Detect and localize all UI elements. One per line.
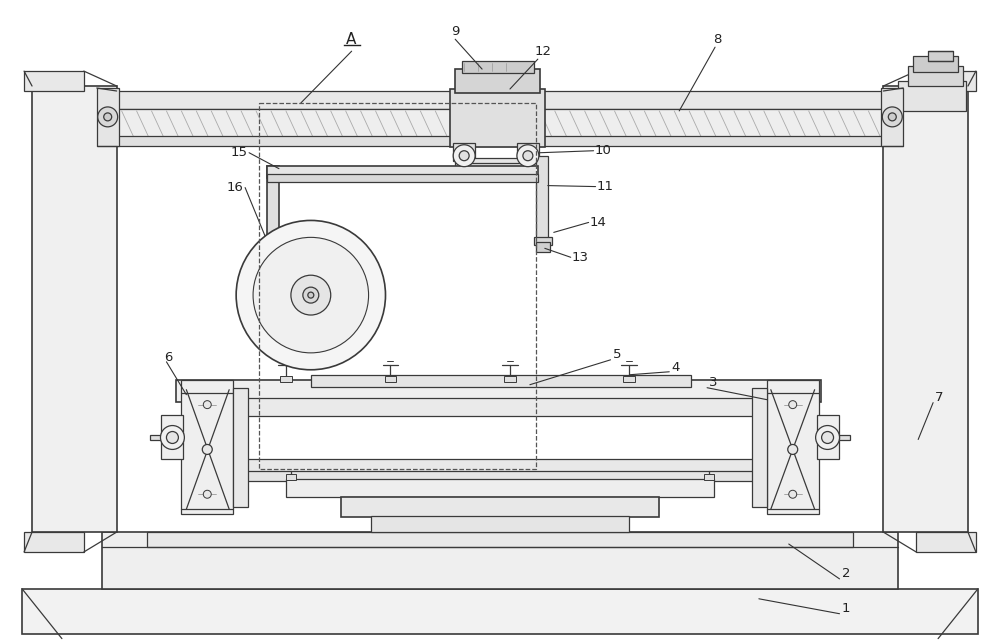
- Bar: [913, 56, 958, 72]
- Bar: [97, 88, 119, 146]
- Text: 1: 1: [842, 603, 850, 615]
- Circle shape: [882, 107, 902, 127]
- Circle shape: [253, 237, 369, 353]
- Bar: [704, 474, 714, 480]
- Bar: [450, 89, 545, 147]
- Text: 9: 9: [451, 25, 459, 38]
- Circle shape: [308, 292, 314, 298]
- Circle shape: [291, 275, 331, 315]
- Bar: [24, 71, 84, 91]
- Bar: [241, 471, 759, 481]
- Bar: [267, 165, 279, 271]
- Bar: [311, 375, 691, 387]
- Text: 4: 4: [671, 362, 680, 374]
- Text: 13: 13: [572, 251, 589, 264]
- Circle shape: [788, 444, 798, 454]
- Bar: [908, 66, 963, 86]
- Bar: [460, 163, 538, 169]
- Bar: [455, 69, 540, 93]
- Bar: [196, 460, 804, 474]
- Circle shape: [459, 151, 469, 161]
- Bar: [817, 415, 839, 460]
- Circle shape: [98, 107, 118, 127]
- Bar: [176, 379, 821, 402]
- Bar: [286, 474, 296, 480]
- Bar: [117, 109, 883, 141]
- Bar: [517, 143, 539, 161]
- Bar: [504, 376, 516, 382]
- Circle shape: [822, 431, 834, 444]
- Bar: [916, 532, 976, 552]
- Circle shape: [202, 444, 212, 454]
- Bar: [181, 379, 233, 514]
- Text: 2: 2: [842, 567, 850, 580]
- Bar: [233, 388, 248, 507]
- Text: 3: 3: [709, 376, 718, 389]
- Bar: [267, 165, 538, 178]
- Bar: [453, 143, 475, 161]
- Text: 5: 5: [613, 348, 621, 362]
- Bar: [752, 388, 767, 507]
- Bar: [767, 379, 819, 514]
- Circle shape: [789, 490, 797, 498]
- Bar: [916, 71, 976, 91]
- Bar: [462, 61, 534, 73]
- Bar: [385, 376, 396, 382]
- Bar: [117, 136, 883, 146]
- Bar: [32, 86, 117, 532]
- Circle shape: [789, 401, 797, 408]
- Bar: [341, 497, 659, 517]
- Bar: [623, 376, 635, 382]
- Circle shape: [203, 401, 211, 408]
- Bar: [267, 174, 538, 181]
- Bar: [279, 281, 295, 287]
- Bar: [117, 91, 883, 109]
- Text: 6: 6: [164, 351, 173, 364]
- Bar: [883, 86, 968, 532]
- Text: 7: 7: [935, 391, 944, 404]
- Circle shape: [453, 145, 475, 167]
- Text: 12: 12: [534, 45, 551, 58]
- Bar: [24, 532, 84, 552]
- Text: 15: 15: [230, 146, 247, 159]
- Bar: [881, 88, 903, 146]
- Bar: [371, 516, 629, 532]
- Circle shape: [303, 287, 319, 303]
- Circle shape: [888, 113, 896, 121]
- Bar: [102, 532, 898, 589]
- Circle shape: [816, 426, 840, 449]
- Circle shape: [236, 221, 385, 370]
- Bar: [147, 532, 853, 547]
- Circle shape: [166, 431, 178, 444]
- Bar: [839, 435, 850, 440]
- Text: 16: 16: [226, 181, 243, 194]
- Text: 8: 8: [713, 33, 721, 46]
- Bar: [534, 237, 552, 246]
- Bar: [196, 397, 804, 415]
- Bar: [280, 376, 292, 382]
- Text: 14: 14: [590, 216, 606, 229]
- Bar: [898, 81, 966, 111]
- Bar: [286, 479, 714, 497]
- Circle shape: [160, 426, 184, 449]
- Text: 10: 10: [595, 144, 611, 157]
- Circle shape: [104, 113, 112, 121]
- Circle shape: [203, 490, 211, 498]
- Circle shape: [523, 151, 533, 161]
- Text: A: A: [345, 31, 356, 47]
- Bar: [150, 435, 161, 440]
- Bar: [455, 158, 543, 168]
- Bar: [536, 156, 548, 244]
- Bar: [536, 242, 550, 253]
- Bar: [928, 51, 953, 61]
- Bar: [161, 415, 183, 460]
- Circle shape: [517, 145, 539, 167]
- Text: 11: 11: [597, 180, 614, 193]
- Bar: [22, 589, 978, 634]
